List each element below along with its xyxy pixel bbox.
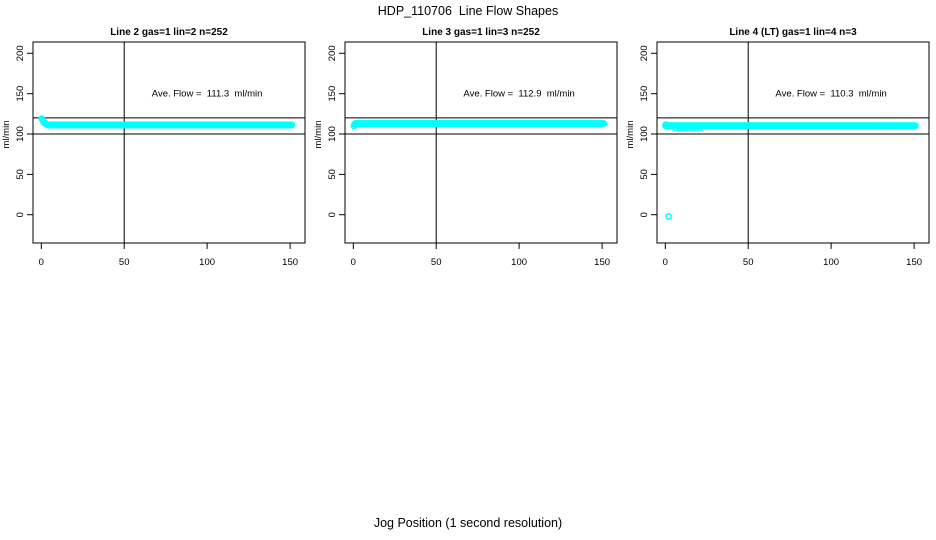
data-point-marker [692, 124, 700, 132]
x-tick-label: 150 [594, 257, 610, 268]
y-tick-label: 50 [639, 169, 650, 180]
y-axis-label: ml/min [313, 121, 324, 149]
y-tick-label: 150 [327, 86, 338, 102]
data-point-marker [665, 212, 673, 220]
x-tick-label: 0 [351, 257, 356, 268]
panel-2: 0 50 100 150 0 50 100 150 200 ml/min Line 3 gas=1 … [313, 27, 618, 268]
data-points [662, 121, 919, 220]
x-tick-label: 50 [431, 257, 442, 268]
x-tick-label: 100 [823, 257, 839, 268]
panel-title: Line 3 gas=1 lin=3 n=252 [422, 27, 540, 38]
ave-flow-annotation: Ave. Flow = 112.9 ml/min [463, 89, 574, 100]
x-tick-label: 100 [511, 257, 527, 268]
y-tick-label: 0 [15, 212, 26, 217]
plot-box [656, 41, 930, 244]
y-axis-label: ml/min [625, 121, 636, 149]
panel-title: Line 4 (LT) gas=1 lin=4 n=3 [729, 27, 857, 38]
x-tick-label: 150 [282, 257, 298, 268]
figure-title: HDP_110706 Line Flow Shapes [377, 4, 559, 18]
ave-flow-annotation: Ave. Flow = 110.3 ml/min [775, 89, 886, 100]
y-tick-label: 0 [639, 212, 650, 217]
x-tick-label: 100 [199, 257, 215, 268]
data-points [350, 120, 608, 130]
y-tick-label: 100 [15, 126, 26, 142]
y-tick-label: 100 [639, 126, 650, 142]
data-point-marker [671, 124, 679, 132]
data-points [38, 115, 296, 129]
y-tick-label: 200 [15, 45, 26, 61]
data-point-marker [684, 124, 692, 132]
y-tick-label: 150 [639, 86, 650, 102]
x-tick-label: 50 [743, 257, 754, 268]
y-tick-label: 150 [15, 86, 26, 102]
x-tick-label: 0 [39, 257, 44, 268]
data-point-marker [688, 124, 696, 132]
ave-flow-annotation: Ave. Flow = 111.3 ml/min [152, 89, 263, 100]
y-tick-label: 50 [15, 169, 26, 180]
y-tick-label: 200 [327, 45, 338, 61]
panel-title: Line 2 gas=1 lin=2 n=252 [110, 27, 228, 38]
panel-1: 0 50 100 150 0 50 100 150 200 ml/min Line 2 gas=1 … [1, 27, 306, 268]
y-axis-label: ml/min [1, 121, 12, 149]
data-point-marker [911, 122, 919, 130]
y-tick-label: 50 [327, 169, 338, 180]
x-tick-label: 150 [906, 257, 922, 268]
panel-3: 0 50 100 150 0 50 100 150 200 ml/min Line 4 (LT) g… [625, 27, 930, 268]
data-point-marker [288, 121, 296, 129]
plot-box [344, 41, 618, 244]
data-point-marker [680, 124, 687, 132]
x-tick-label: 50 [119, 257, 130, 268]
data-point-marker [696, 124, 704, 131]
y-tick-label: 0 [327, 212, 338, 217]
y-tick-label: 100 [327, 126, 338, 142]
shared-x-axis-label: Jog Position (1 second resolution) [373, 516, 563, 530]
y-tick-label: 200 [639, 45, 650, 61]
plot-box [32, 41, 306, 244]
data-point-marker [675, 124, 683, 132]
data-point-marker [600, 120, 608, 128]
x-tick-label: 0 [663, 257, 668, 268]
